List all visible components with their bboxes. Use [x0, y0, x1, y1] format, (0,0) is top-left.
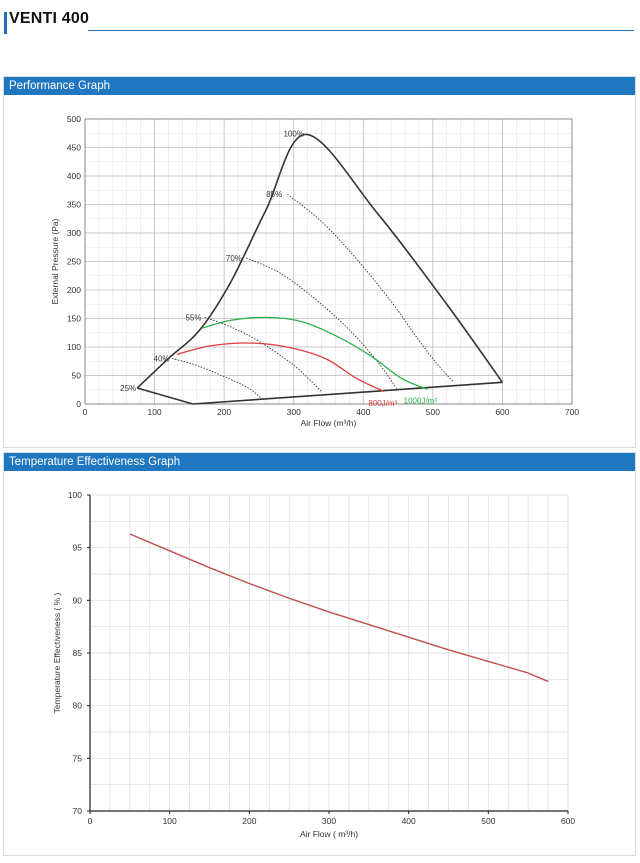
x-tick-label: 300	[322, 816, 336, 826]
x-tick-label: 100	[147, 407, 161, 417]
temperature-chart: 0 100 200 300 400 500 600 70 75 80 85 90 95 100 Air Fl…	[52, 490, 575, 839]
x-tick-label: 400	[356, 407, 370, 417]
series-label: 1000J/m³	[404, 397, 438, 406]
x-tick-label: 200	[217, 407, 231, 417]
y-tick-label: 100	[68, 490, 82, 500]
y-tick-label: 100	[67, 342, 81, 352]
y-axis-label: External Pressure (Pa)	[50, 218, 60, 304]
plot-frame	[84, 118, 573, 405]
x-tick-label: 300	[287, 407, 301, 417]
y-tick-label: 80	[73, 701, 83, 711]
series-label: 25%	[120, 384, 136, 393]
y-axis-label: Temperature Effectiveness ( % )	[52, 592, 62, 713]
y-tick-label: 400	[67, 171, 81, 181]
series-label: 85%	[266, 190, 282, 199]
y-tick-label: 500	[67, 114, 81, 124]
y-tick-label: 250	[67, 257, 81, 267]
y-tick-label: 95	[73, 543, 83, 553]
x-tick-label: 0	[83, 407, 88, 417]
temperature-section: Temperature Effectiveness Graph 0 100 200 3…	[3, 452, 636, 856]
x-tick-label: 600	[495, 407, 509, 417]
x-tick-label: 700	[565, 407, 579, 417]
series-label: 800J/m³	[368, 399, 397, 408]
y-tick-label: 85	[73, 648, 83, 658]
x-tick-label: 600	[561, 816, 575, 826]
temperature-section-title: Temperature Effectiveness Graph	[4, 453, 635, 471]
series-label: 100%	[283, 129, 303, 138]
series-label: 40%	[154, 354, 170, 363]
page-header: VENTI 400	[0, 0, 640, 40]
y-tick-label: 90	[73, 595, 83, 605]
x-tick-label: 400	[402, 816, 416, 826]
x-tick-label: 100	[163, 816, 177, 826]
series-label: 70%	[226, 254, 242, 263]
y-tick-label: 0	[76, 399, 81, 409]
series-line	[176, 342, 385, 393]
series-line	[136, 133, 504, 389]
series-line	[246, 257, 398, 389]
y-tick-label: 75	[73, 753, 83, 763]
effectiveness-line	[129, 533, 549, 683]
x-axis-label: Air Flow ( m³/h)	[300, 829, 358, 839]
y-tick-label: 450	[67, 143, 81, 153]
series-line	[171, 357, 263, 400]
series-label: 55%	[186, 313, 202, 322]
envelope-base	[136, 381, 503, 405]
y-tick-label: 70	[73, 806, 83, 816]
x-tick-label: 0	[88, 816, 93, 826]
title-underline	[88, 30, 634, 31]
x-tick-label: 500	[481, 816, 495, 826]
performance-section-title: Performance Graph	[4, 77, 635, 95]
x-axis-label: Air Flow (m³/h)	[301, 418, 357, 428]
y-tick-label: 200	[67, 285, 81, 295]
title-accent-bar	[4, 12, 7, 34]
y-tick-label: 300	[67, 228, 81, 238]
performance-chart: 0 100 200 300 400 500 600 700 0 50 100 150 200 250 300…	[50, 114, 579, 428]
x-tick-label: 500	[426, 407, 440, 417]
x-tick-label: 200	[242, 816, 256, 826]
performance-section: Performance Graph 0 100 200 300 400 500 600 700…	[3, 76, 636, 448]
page-title: VENTI 400	[9, 10, 90, 27]
series-line	[201, 316, 428, 390]
y-tick-label: 150	[67, 314, 81, 324]
y-tick-label: 50	[72, 371, 82, 381]
series-line	[287, 193, 455, 383]
y-tick-label: 350	[67, 200, 81, 210]
series-line	[204, 316, 322, 392]
